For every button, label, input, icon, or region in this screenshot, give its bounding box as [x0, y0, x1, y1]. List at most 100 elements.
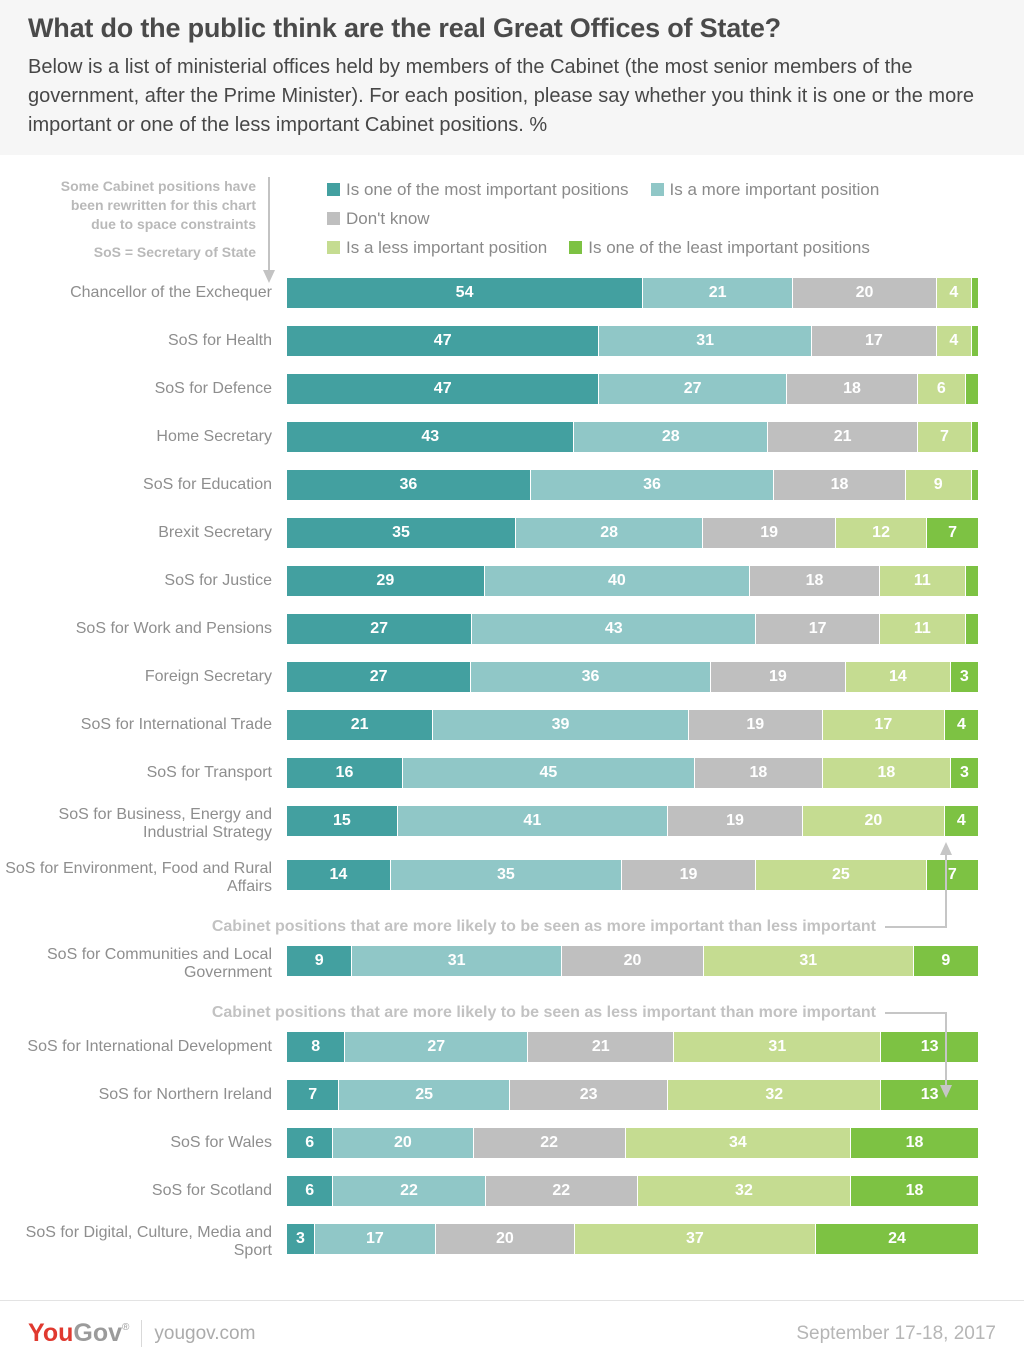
chart-row: SoS for Work and Pensions 27 43 17 11 [0, 614, 978, 644]
category-label: SoS for International Trade [80, 716, 272, 733]
chart-row: SoS for Digital, Culture, Media and Spor… [0, 1224, 978, 1260]
category-label: SoS for Justice [164, 572, 272, 589]
bar-segment: 22 [332, 1176, 485, 1206]
bar-segment: 40 [483, 566, 750, 596]
bar-segment: 17 [755, 614, 879, 644]
bar-segment: 34 [624, 1128, 850, 1158]
bar-segment: 6 [287, 1176, 333, 1206]
chart-row: SoS for Environment, Food and Rural Affa… [0, 860, 979, 896]
chart-row: SoS for Justice 29 40 18 11 [0, 566, 978, 596]
chart-row: SoS for Defence 47 27 18 6 [0, 374, 979, 404]
bar-segment: 12 [835, 518, 927, 548]
bar-segment: 19 [666, 806, 803, 836]
chart-note: Some Cabinet positions have been rewritte… [0, 177, 256, 262]
chart-row: Brexit Secretary 35 28 19 12 7 [0, 518, 978, 548]
chart-top-block: Some Cabinet positions have been rewritte… [0, 175, 1024, 283]
bar-segment: 7 [917, 422, 971, 452]
category-label: SoS for Business, Energy and Industrial … [58, 806, 272, 841]
bar-segment: 25 [755, 860, 926, 890]
bar-segment: 36 [470, 662, 710, 692]
category-label: Brexit Secretary [158, 524, 272, 541]
stacked-bar: 15 41 19 20 4 [287, 806, 978, 836]
logo-divider [141, 1320, 143, 1347]
bar-segment: 6 [287, 1128, 333, 1158]
bar-segment: 24 [814, 1224, 978, 1254]
stacked-bar: 16 45 18 18 3 [287, 758, 979, 788]
chart-header: What do the public think are the real Gr… [0, 0, 1024, 155]
chart-area: Some Cabinet positions have been rewritte… [0, 155, 1024, 1278]
category-label: SoS for Digital, Culture, Media and Spor… [25, 1224, 272, 1259]
chart-row: SoS for Health 47 31 17 4 [0, 326, 978, 356]
category-label: SoS for Wales [170, 1134, 272, 1151]
bar-segment: 4 [943, 710, 978, 740]
bar-rows: Chancellor of the Exchequer 54 21 20 4 SoS fo… [0, 278, 1024, 1260]
bar-segment: 17 [810, 326, 936, 356]
bar-segment [970, 470, 978, 500]
chart-row: SoS for Communities and Local Government… [0, 946, 978, 982]
chart-row: SoS for Transport 16 45 18 18 3 [0, 758, 979, 788]
bar-segment: 18 [785, 374, 918, 404]
bar-segment: 18 [773, 470, 905, 500]
stacked-bar: 8 27 21 31 13 [287, 1032, 978, 1062]
bar-segment: 37 [573, 1224, 815, 1254]
bar-segment: 9 [287, 946, 352, 976]
stacked-bar: 6 22 22 32 18 [287, 1176, 978, 1206]
legend-label: Is one of the most important positions [346, 179, 629, 199]
bar-segment: 20 [792, 278, 936, 308]
bar-segment: 9 [912, 946, 978, 976]
bar-segment: 6 [917, 374, 965, 404]
bar-segment: 14 [845, 662, 950, 692]
bar-segment: 4 [935, 278, 971, 308]
annotation-line [885, 1012, 947, 1014]
bar-segment: 27 [598, 374, 786, 404]
bar-segment: 54 [287, 278, 643, 308]
bar-segment: 35 [389, 860, 621, 890]
logo-you-text: You [28, 1319, 74, 1347]
chart-row: SoS for Northern Ireland 7 25 23 32 13 [0, 1080, 978, 1110]
down-arrow-icon [263, 177, 275, 283]
bar-segment: 20 [802, 806, 944, 836]
bar-segment: 43 [287, 422, 574, 452]
stacked-bar: 36 36 18 9 [287, 470, 978, 500]
stacked-bar: 54 21 20 4 [287, 278, 978, 308]
bar-segment: 36 [287, 470, 530, 500]
chart-row: Home Secretary 43 28 21 7 [0, 422, 979, 452]
bar-segment: 18 [849, 1128, 978, 1158]
bar-segment: 19 [709, 662, 846, 692]
bar-segment: 4 [943, 806, 978, 836]
bar-segment: 27 [344, 1032, 528, 1062]
bar-segment: 11 [878, 614, 965, 644]
legend: Is one of the most important positions Is… [327, 175, 1024, 262]
down-arrow-icon [940, 1012, 952, 1098]
chart-row: SoS for International Trade 21 39 19 17 4 [0, 710, 978, 740]
bar-segment: 35 [287, 518, 516, 548]
note-line: been rewritten for this chart [70, 197, 256, 213]
bar-segment: 36 [529, 470, 774, 500]
bar-segment: 16 [287, 758, 402, 788]
legend-item: Is one of the least important positions [569, 238, 870, 258]
category-label: SoS for International Development [27, 1038, 272, 1055]
legend-swatch-icon [650, 183, 664, 196]
chart-row: SoS for International Development 8 27 21 31… [0, 1032, 978, 1062]
bar-segment: 3 [949, 662, 978, 692]
bar-segment: 21 [642, 278, 793, 308]
bar-segment: 32 [636, 1176, 850, 1206]
legend-swatch-icon [327, 183, 340, 196]
bar-segment: 41 [396, 806, 667, 836]
bar-segment: 9 [904, 470, 971, 500]
bar-segment: 31 [351, 946, 562, 976]
note-abbreviation: SoS = Secretary of State [93, 244, 256, 260]
bar-segment: 13 [880, 1080, 978, 1110]
bar-segment: 31 [598, 326, 811, 356]
registered-mark-icon: ® [122, 1322, 130, 1333]
legend-row: Is a less important position Is one of th… [327, 233, 1024, 262]
chart-row: Foreign Secretary 27 36 19 14 3 [0, 662, 978, 692]
bar-segment: 27 [287, 614, 472, 644]
bar-segment: 13 [880, 1032, 978, 1062]
bar-segment: 27 [287, 662, 471, 692]
category-label: SoS for Environment, Food and Rural Affa… [5, 860, 272, 895]
chart-row: SoS for Scotland 6 22 22 32 18 [0, 1176, 978, 1206]
category-label: SoS for Communities and Local Government [47, 946, 272, 981]
yougov-logo: You Gov ® yougov.com [28, 1319, 255, 1348]
bar-segment: 19 [702, 518, 836, 548]
